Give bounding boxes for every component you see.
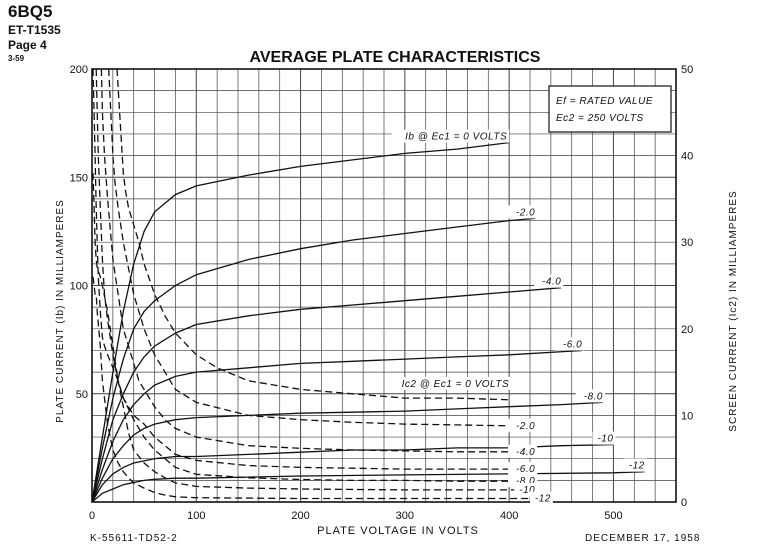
screen-curve [108, 68, 536, 427]
conditions-box: Ef = RATED VALUE Ec2 = 250 VOLTS [548, 85, 672, 133]
y2-tick-label: 0 [681, 497, 687, 509]
label-bg [575, 389, 605, 403]
screen-curve [100, 68, 536, 453]
y2-tick-label: 10 [681, 410, 693, 422]
label-bg [508, 444, 538, 458]
tube-type: 6BQ5 [8, 2, 53, 21]
page-number: Page 4 [8, 38, 47, 52]
label-bg [508, 462, 538, 476]
chart-title: AVERAGE PLATE CHARACTERISTICS [250, 49, 541, 66]
label-bg [554, 337, 585, 351]
plate-curve [91, 349, 583, 503]
y-tick-label: 100 [70, 281, 88, 293]
footer-date: DECEMBER 17, 1958 [585, 533, 701, 544]
screen-curve-label: -12 [535, 494, 551, 505]
label-bg [534, 274, 564, 288]
plate-curve-label: -8.0 [584, 391, 603, 402]
plate-curve-label: -6.0 [563, 339, 582, 350]
y2-tick-label: 20 [681, 324, 693, 336]
x-tick-label: 0 [89, 510, 95, 522]
y2-tick-label: 30 [681, 237, 693, 249]
label-bg [387, 376, 512, 390]
conditions-frame [548, 85, 672, 133]
plate-curve-label: Ib @ Ec1 = 0 VOLTS [405, 132, 507, 143]
screen-curve [92, 68, 536, 482]
label-bg [529, 491, 553, 505]
label-bg [623, 458, 647, 472]
condition-text: Ef = RATED VALUE [556, 96, 653, 107]
footer-code: K-55611-TD52-2 [90, 533, 178, 544]
curves [91, 68, 645, 503]
y-tick-label: 200 [70, 64, 88, 76]
document-number: ET-T1535 [8, 23, 61, 37]
x-tick-label: 400 [500, 510, 518, 522]
plate-curve [91, 471, 645, 503]
plate-curve-label: -2.0 [516, 207, 535, 218]
label-bg [508, 418, 538, 432]
x-tick-label: 500 [604, 510, 622, 522]
plate-curve [91, 443, 614, 503]
plate-curve-label: -12 [629, 461, 645, 472]
plate-curve-label: -10 [597, 434, 613, 445]
y-axis-label: PLATE CURRENT (Ib) IN MILLIAMPERES [55, 199, 66, 423]
screen-curve [92, 172, 536, 491]
grid [92, 69, 676, 502]
screen-curve-label: -8.0 [516, 476, 535, 487]
x-tick-label: 200 [291, 510, 309, 522]
screen-curve-label: -2.0 [516, 421, 535, 432]
screen-curve [92, 276, 551, 500]
curve-labels: Ib @ Ec1 = 0 VOLTS-2.0-4.0-6.0-8.0-10-12… [387, 129, 647, 505]
label-bg [391, 129, 510, 143]
y2-tick-label: 40 [681, 151, 693, 163]
plate-curve [91, 287, 562, 503]
screen-curve-label: -6.0 [516, 464, 535, 475]
plate-curve [91, 401, 604, 503]
y2-axis-label: SCREEN CURRENT (Ic2) IN MILLIAMPERES [728, 190, 739, 431]
plot-frame [91, 68, 677, 503]
issue-date: 3-59 [8, 54, 25, 63]
screen-curve-label: -10 [519, 485, 535, 496]
y-tick-label: 150 [70, 172, 88, 184]
screen-curve-label: Ic2 @ Ec1 = 0 VOLTS [402, 379, 510, 390]
axes: 0 100 200 300 400 500 50 100 150 200 0 10 20 30 40 50 [70, 64, 694, 522]
y2-tick-label: 50 [681, 64, 693, 76]
screen-curve-label: -4.0 [516, 447, 535, 458]
y-tick-label: 50 [76, 389, 88, 401]
plate-curve [91, 141, 510, 503]
x-axis-label: PLATE VOLTAGE IN VOLTS [317, 525, 479, 537]
label-bg [592, 431, 616, 445]
condition-text: Ec2 = 250 VOLTS [556, 113, 644, 124]
label-bg [508, 205, 538, 219]
x-tick-label: 300 [396, 510, 414, 522]
x-tick-label: 100 [187, 510, 205, 522]
plate-curve-label: -4.0 [542, 277, 561, 288]
screen-curve [95, 68, 536, 470]
